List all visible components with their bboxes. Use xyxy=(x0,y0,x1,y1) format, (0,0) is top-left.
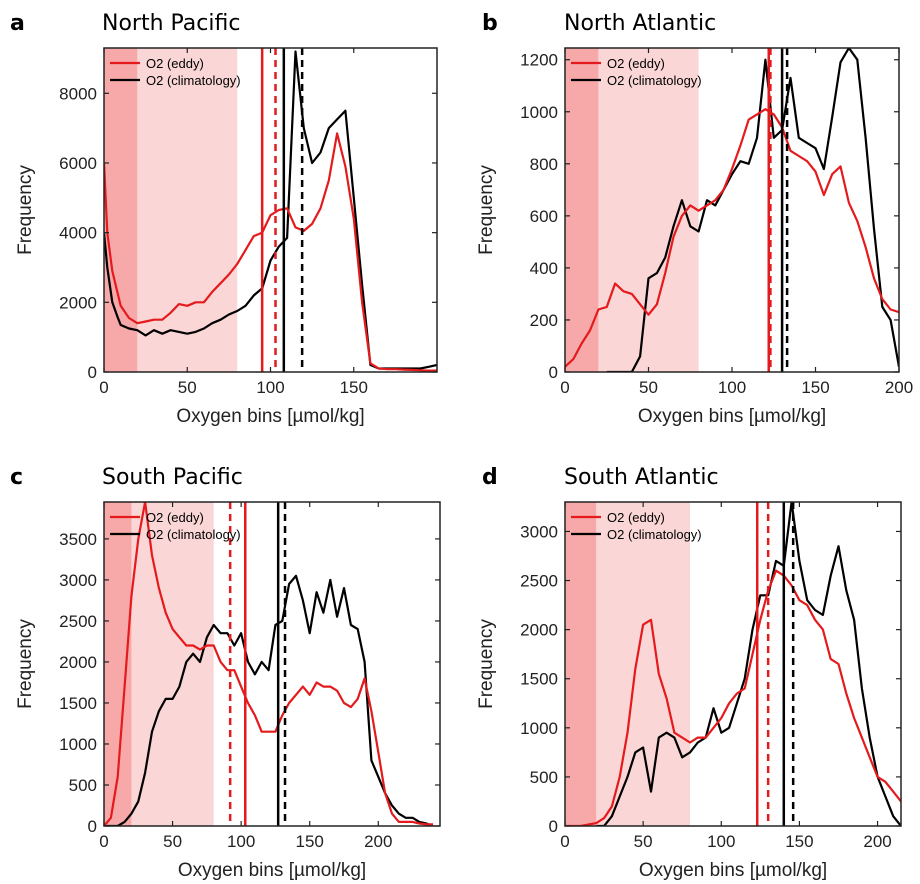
shade-light-band xyxy=(598,48,699,372)
y-tick-label: 3000 xyxy=(520,522,558,541)
series-line-eddy xyxy=(565,569,901,826)
y-tick-label: 0 xyxy=(88,817,97,836)
y-tick-label: 0 xyxy=(88,363,97,382)
x-tick-label: 0 xyxy=(560,832,569,851)
legend: O2 (eddy) O2 (climatology) xyxy=(110,510,241,542)
y-axis-label: Frequency xyxy=(15,165,36,255)
legend-label: O2 (eddy) xyxy=(607,56,665,71)
shade-light-band xyxy=(596,502,691,826)
legend: O2 (eddy) O2 (climatology) xyxy=(110,56,241,88)
shade-light-band xyxy=(137,48,238,372)
x-axis-label: Oxygen bins [µmol/kg] xyxy=(178,860,366,881)
series-line-climatology xyxy=(606,48,899,372)
legend: O2 (eddy) O2 (climatology) xyxy=(571,510,702,542)
y-tick-label: 0 xyxy=(549,817,558,836)
x-tick-label: 0 xyxy=(99,378,108,397)
x-tick-label: 0 xyxy=(560,378,569,397)
y-tick-label: 500 xyxy=(530,768,558,787)
y-tick-label: 400 xyxy=(530,259,558,278)
y-tick-label: 200 xyxy=(530,311,558,330)
y-tick-label: 0 xyxy=(549,363,558,382)
x-tick-label: 0 xyxy=(99,832,108,851)
x-tick-label: 100 xyxy=(718,378,746,397)
y-tick-label: 1000 xyxy=(59,735,97,754)
chart-panel-d: 0 50 100 150 200050010001500200025003000Oxyg… xyxy=(476,465,902,881)
x-tick-label: 50 xyxy=(163,832,182,851)
shade-dark-band xyxy=(104,48,138,372)
y-tick-label: 3500 xyxy=(59,530,97,549)
y-tick-label: 1500 xyxy=(520,670,558,689)
legend-label: O2 (climatology) xyxy=(607,73,702,88)
panel-title: North Pacific xyxy=(102,11,240,36)
y-tick-label: 6000 xyxy=(59,154,97,173)
y-tick-label: 8000 xyxy=(59,84,97,103)
panel-letter: d xyxy=(482,465,498,490)
x-tick-label: 150 xyxy=(801,378,829,397)
y-tick-label: 4000 xyxy=(59,224,97,243)
y-tick-label: 2500 xyxy=(59,612,97,631)
x-axis-label: Oxygen bins [µmol/kg] xyxy=(176,406,364,427)
chart-panel-c: 0 50 100 150 2000500100015002000250030003500… xyxy=(10,465,441,881)
x-tick-label: 150 xyxy=(340,378,368,397)
y-tick-label: 600 xyxy=(530,207,558,226)
series-line-climatology xyxy=(104,574,434,826)
x-axis-label: Oxygen bins [µmol/kg] xyxy=(639,860,827,881)
x-tick-label: 50 xyxy=(634,832,653,851)
y-tick-label: 1000 xyxy=(520,719,558,738)
x-tick-label: 100 xyxy=(707,832,735,851)
y-tick-label: 1500 xyxy=(59,694,97,713)
x-tick-label: 200 xyxy=(863,832,891,851)
panel-title: South Atlantic xyxy=(564,465,719,490)
y-tick-label: 500 xyxy=(69,776,97,795)
y-axis-label: Frequency xyxy=(476,165,497,255)
chart-panel-b: 0 50 100 150 200 0 200 400 600 800 1000 1200 Oxygen … xyxy=(476,11,913,427)
panel-letter: a xyxy=(10,11,25,36)
x-tick-label: 200 xyxy=(364,832,392,851)
x-tick-label: 150 xyxy=(296,832,324,851)
panel-letter: c xyxy=(10,465,23,490)
panel-title: South Pacific xyxy=(102,465,243,490)
legend-label: O2 (eddy) xyxy=(607,510,665,525)
series-line-climatology xyxy=(596,502,901,826)
legend-label: O2 (climatology) xyxy=(607,527,702,542)
series-line-eddy xyxy=(565,108,899,368)
y-tick-label: 2000 xyxy=(59,293,97,312)
panel-letter: b xyxy=(482,11,498,36)
x-tick-label: 150 xyxy=(785,832,813,851)
x-tick-label: 200 xyxy=(885,378,913,397)
y-tick-label: 2000 xyxy=(59,653,97,672)
y-tick-label: 2500 xyxy=(520,572,558,591)
shade-dark-band xyxy=(565,48,599,372)
x-tick-label: 50 xyxy=(639,378,658,397)
y-axis-label: Frequency xyxy=(476,619,497,709)
y-tick-label: 3000 xyxy=(59,571,97,590)
shade-dark-band xyxy=(565,502,597,826)
x-axis-label: Oxygen bins [µmol/kg] xyxy=(638,406,826,427)
y-tick-label: 1000 xyxy=(520,103,558,122)
panel-title: North Atlantic xyxy=(564,11,716,36)
chart-panel-a: 0 50 100 150 0 2000 4000 6000 8000 Oxygen bins [µ… xyxy=(10,11,438,427)
x-tick-label: 100 xyxy=(256,378,284,397)
legend-label: O2 (climatology) xyxy=(146,527,241,542)
legend-label: O2 (eddy) xyxy=(146,56,204,71)
y-tick-label: 800 xyxy=(530,155,558,174)
x-tick-label: 50 xyxy=(178,378,197,397)
x-tick-label: 100 xyxy=(227,832,255,851)
y-axis-label: Frequency xyxy=(15,619,36,709)
legend-label: O2 (climatology) xyxy=(146,73,241,88)
legend: O2 (eddy) O2 (climatology) xyxy=(571,56,702,88)
series-line-eddy xyxy=(104,502,434,826)
y-tick-label: 2000 xyxy=(520,621,558,640)
axes-frame xyxy=(564,501,902,827)
legend-label: O2 (eddy) xyxy=(146,510,204,525)
axes-frame xyxy=(103,501,441,827)
y-tick-label: 1200 xyxy=(520,51,558,70)
